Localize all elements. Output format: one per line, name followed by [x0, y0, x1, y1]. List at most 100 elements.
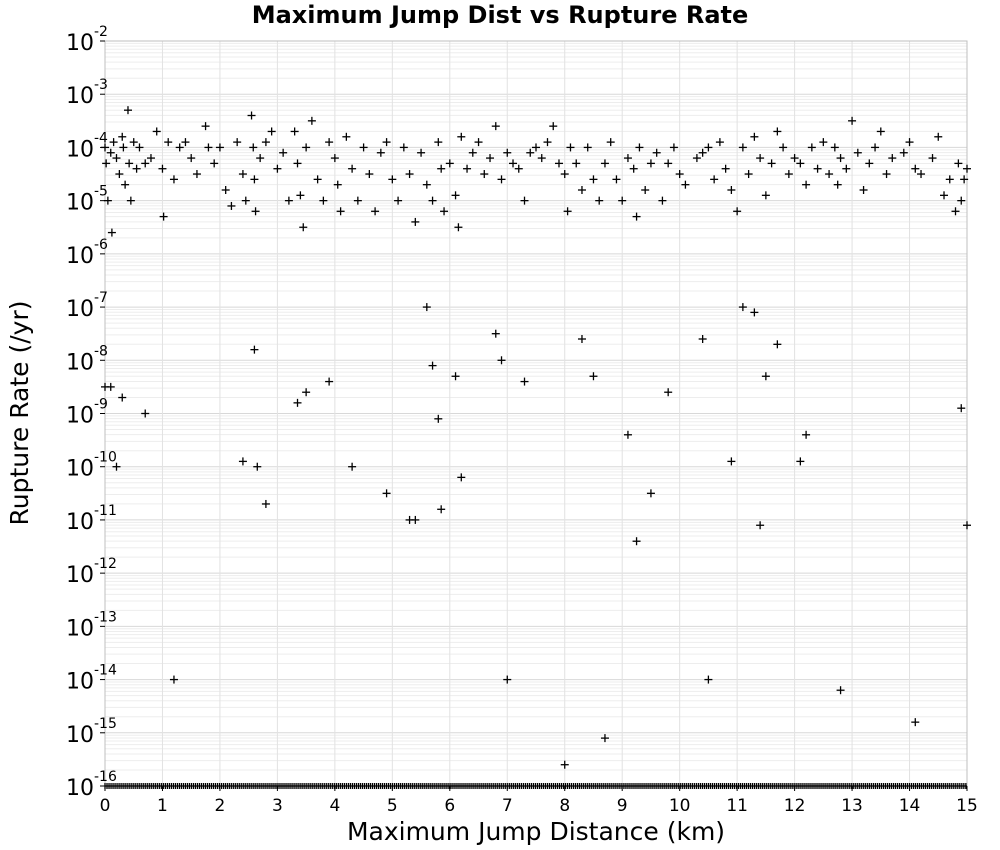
data-point — [503, 148, 512, 157]
y-tick-label: 10-13 — [66, 609, 117, 641]
data-point — [577, 186, 586, 194]
x-axis-ticks: 0 1 2 3 4 5 6 7 8 9 10 11 12 13 14 15 — [100, 786, 978, 816]
data-point — [256, 154, 265, 163]
data-point — [325, 138, 334, 147]
data-point — [623, 154, 632, 163]
data-point — [241, 196, 250, 205]
data-point — [600, 159, 609, 168]
data-point — [486, 154, 495, 163]
x-tick-label: 7 — [502, 796, 513, 816]
x-axis-label: Maximum Jump Distance (km) — [347, 817, 725, 846]
data-point — [463, 164, 472, 173]
data-point — [468, 148, 477, 157]
data-point — [118, 393, 127, 402]
data-point — [859, 186, 868, 194]
data-point — [135, 143, 144, 152]
data-point — [112, 154, 121, 163]
data-point — [422, 180, 431, 189]
data-point — [623, 430, 632, 439]
data-point — [888, 154, 897, 163]
y-axis-ticks: 10-2 10-3 10-4 10-5 10-6 10-7 10-8 10-9 10-10 10-… — [66, 24, 117, 801]
data-point — [595, 196, 604, 205]
data-point — [750, 308, 759, 317]
data-point — [497, 175, 506, 184]
data-point — [807, 143, 816, 152]
data-point — [227, 201, 236, 210]
data-point — [233, 138, 242, 147]
data-point — [779, 143, 788, 152]
data-point — [359, 143, 368, 152]
data-point — [348, 462, 357, 471]
data-point — [738, 303, 747, 312]
data-point — [121, 180, 130, 189]
data-point — [204, 143, 213, 152]
x-tick-label: 10 — [669, 796, 691, 816]
data-point — [928, 154, 937, 163]
data-point — [853, 148, 862, 157]
data-point — [250, 175, 259, 184]
data-point — [796, 457, 805, 466]
data-point — [296, 191, 305, 200]
data-point — [954, 159, 963, 168]
y-tick-label: 10-14 — [66, 663, 117, 695]
data-point — [836, 686, 845, 695]
x-tick-label: 13 — [841, 796, 863, 816]
x-tick-label: 2 — [215, 796, 226, 816]
data-point — [325, 377, 334, 386]
data-point — [302, 388, 311, 397]
data-point — [417, 148, 426, 157]
data-point — [474, 138, 483, 147]
data-point — [451, 191, 460, 200]
data-point — [376, 148, 385, 157]
data-point — [336, 207, 345, 216]
data-point — [537, 154, 546, 163]
data-point — [273, 164, 282, 173]
data-point — [566, 143, 575, 152]
data-point — [554, 159, 563, 168]
data-point — [583, 143, 592, 152]
data-point — [681, 180, 690, 189]
data-point — [141, 409, 150, 418]
data-point — [704, 675, 713, 684]
data-point — [917, 170, 926, 179]
data-point — [132, 164, 141, 173]
x-tick-label: 5 — [387, 796, 398, 816]
data-point — [589, 372, 598, 381]
data-point — [371, 207, 380, 216]
y-tick-label: 10-5 — [66, 184, 108, 216]
data-point — [773, 127, 782, 136]
data-point — [563, 207, 572, 216]
y-tick-label: 10-4 — [66, 130, 108, 162]
data-point — [394, 196, 403, 205]
data-point — [514, 164, 523, 173]
data-point — [491, 329, 500, 338]
x-tick-label: 3 — [272, 796, 283, 816]
data-point — [632, 537, 641, 546]
data-point — [704, 143, 713, 152]
data-point — [238, 457, 247, 466]
grid-lines — [104, 40, 968, 787]
data-point — [158, 164, 167, 173]
y-tick-label: 10-2 — [66, 24, 108, 56]
data-point — [106, 382, 115, 391]
data-point — [503, 675, 512, 684]
data-point — [302, 143, 311, 152]
x-tick-label: 11 — [726, 796, 748, 816]
data-point — [123, 106, 132, 115]
data-point — [399, 143, 408, 152]
data-point — [756, 154, 765, 163]
data-point — [388, 175, 397, 184]
data-point — [733, 207, 742, 216]
data-point — [802, 430, 811, 439]
data-point — [664, 388, 673, 397]
data-point — [382, 489, 391, 498]
data-point — [727, 457, 736, 466]
chart-title: Maximum Jump Dist vs Rupture Rate — [252, 1, 749, 29]
data-point — [773, 340, 782, 349]
data-point — [848, 116, 857, 125]
data-point — [491, 122, 500, 131]
data-point — [445, 159, 454, 168]
y-tick-label: 10-6 — [66, 237, 108, 269]
data-point — [629, 164, 638, 173]
data-point — [957, 404, 966, 413]
